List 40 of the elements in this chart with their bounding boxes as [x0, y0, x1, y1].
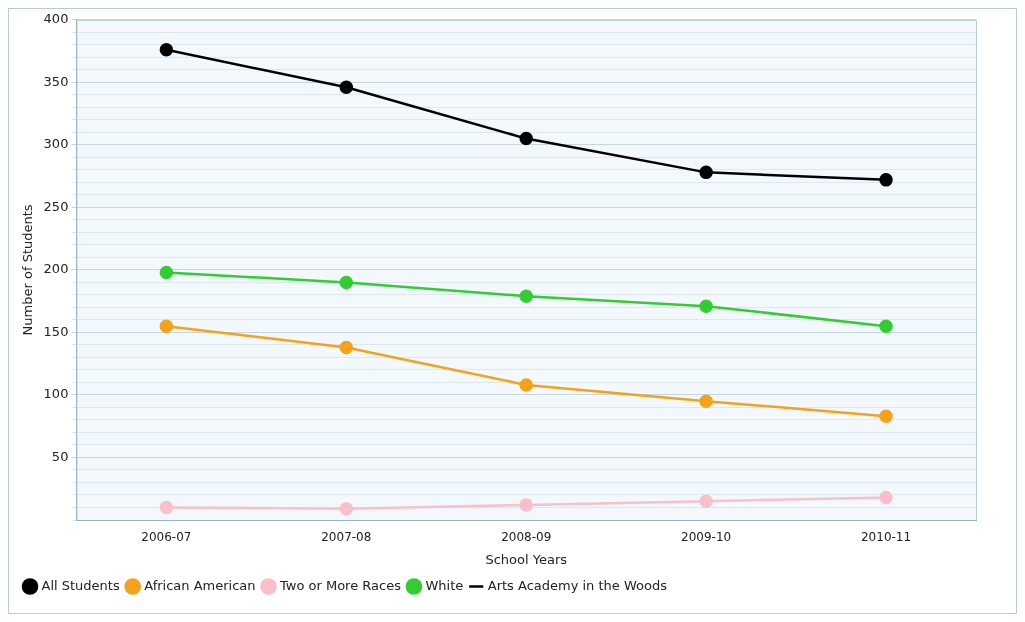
point: [519, 378, 533, 392]
y-tick-label: 100: [43, 386, 69, 402]
point: [699, 165, 713, 180]
y-tick-label: 300: [43, 136, 69, 152]
legend-label: Two or More Races: [279, 577, 402, 593]
legend-label: Arts Academy in the Woods: [487, 577, 668, 593]
point: [699, 394, 713, 408]
point: [159, 500, 174, 515]
point: [159, 319, 174, 333]
point: [519, 131, 533, 146]
x-tick-label: 2006-07: [141, 530, 192, 545]
point: [879, 173, 893, 187]
x-tick-label: 2010-11: [860, 530, 912, 545]
point: [339, 80, 354, 95]
point: [159, 43, 174, 57]
x-axis-title: School Years: [485, 551, 568, 567]
y-tick-label: 250: [43, 198, 69, 214]
point: [879, 319, 893, 333]
y-tick-label: 350: [43, 73, 69, 89]
y-tick-label: 400: [43, 11, 69, 27]
legend-label: White: [425, 577, 464, 593]
point: [519, 289, 533, 303]
point: [699, 494, 713, 508]
point: [159, 265, 174, 280]
point: [339, 340, 354, 355]
point: [339, 275, 354, 290]
y-tick-label: 150: [43, 323, 69, 339]
y-axis-title: Number of Students: [20, 204, 36, 336]
point: [879, 490, 893, 505]
y-tick-label: 50: [51, 448, 69, 464]
point: [519, 498, 533, 512]
y-tick-label: 200: [43, 261, 69, 277]
x-tick-label: 2009-10: [681, 530, 732, 545]
x-tick-label: 2008-09: [501, 530, 552, 545]
legend-label: All Students: [41, 577, 120, 593]
point: [879, 409, 893, 423]
x-tick-label: 2007-08: [321, 530, 372, 545]
legend-label: African American: [144, 577, 256, 593]
point: [339, 502, 354, 516]
point: [699, 299, 713, 313]
